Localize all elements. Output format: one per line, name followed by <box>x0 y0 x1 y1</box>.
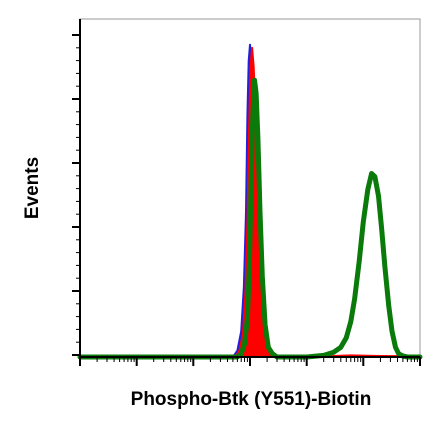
series-layer <box>77 43 423 360</box>
y-axis-ticks <box>72 34 80 356</box>
x-axis-label: Phospho-Btk (Y551)-Biotin <box>131 389 372 410</box>
y-axis-label: Events <box>22 157 43 219</box>
x-axis-ticks <box>79 357 421 366</box>
series-3-line <box>77 77 423 360</box>
